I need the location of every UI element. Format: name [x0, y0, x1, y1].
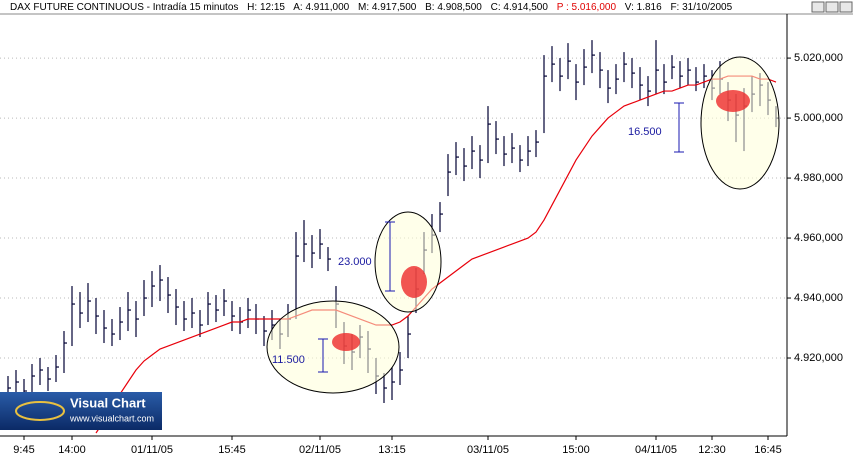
red-marker: [401, 266, 427, 298]
x-tick-label: 02/11/05: [299, 444, 341, 456]
red-marker: [716, 90, 750, 112]
header-bar: [0, 0, 853, 14]
header-title: DAX FUTURE CONTINUOUS - Intradía 15 minu…: [10, 2, 238, 13]
y-tick-label: 4.940,000: [794, 292, 843, 304]
header-field: V: 1.816: [625, 2, 662, 13]
x-tick-label: 13:15: [378, 444, 406, 456]
annotation: 23.000: [338, 256, 372, 268]
header-field: A: 4.911,000: [293, 2, 349, 13]
annotation: 11.500: [272, 354, 305, 366]
measure-line: [318, 338, 328, 373]
header-field: P : 5.016,000: [557, 2, 617, 13]
header-field: M: 4.917,500: [358, 2, 417, 13]
y-tick-label: 5.020,000: [794, 52, 843, 64]
header-field: C: 4.914,500: [491, 2, 549, 13]
measure-line: [674, 102, 684, 153]
x-tick-label: 15:00: [562, 444, 590, 456]
window-buttons[interactable]: [811, 1, 853, 13]
x-tick-label: 14:00: [58, 444, 86, 456]
x-tick-label: 03/11/05: [467, 444, 509, 456]
x-tick-label: 9:45: [13, 444, 34, 456]
maximize-button[interactable]: [825, 1, 839, 13]
highlight-ellipse: [266, 300, 400, 394]
x-tick-label: 16:45: [754, 444, 782, 456]
logo[interactable]: Visual Chart www.visualchart.com: [0, 392, 162, 430]
highlight-ellipse: [374, 211, 442, 313]
annotations: [266, 56, 780, 394]
y-tick-label: 4.960,000: [794, 232, 843, 244]
logo-url: www.visualchart.com: [69, 413, 154, 423]
logo-box: [0, 392, 162, 430]
header-field: H: 12:15: [247, 2, 285, 13]
logo-name: Visual Chart: [70, 395, 146, 410]
header-text: DAX FUTURE CONTINUOUS - Intradía 15 minu…: [10, 2, 733, 13]
x-tick-label: 15:45: [218, 444, 246, 456]
measure-line: [385, 221, 395, 292]
y-tick-label: 4.920,000: [794, 352, 843, 364]
x-tick-label: 12:30: [698, 444, 726, 456]
header-field: F: 31/10/2005: [670, 2, 732, 13]
y-tick-label: 5.000,000: [794, 112, 843, 124]
annotation: 16.500: [628, 126, 662, 138]
minimize-button[interactable]: [811, 1, 825, 13]
x-tick-label: 04/11/05: [635, 444, 677, 456]
close-button[interactable]: [839, 1, 853, 13]
red-marker: [332, 333, 360, 351]
logo-icon: [15, 401, 65, 421]
highlight-ellipse: [700, 56, 780, 190]
y-tick-label: 4.980,000: [794, 172, 843, 184]
header-field: B: 4.908,500: [425, 2, 482, 13]
x-tick-label: 01/11/05: [131, 444, 173, 456]
